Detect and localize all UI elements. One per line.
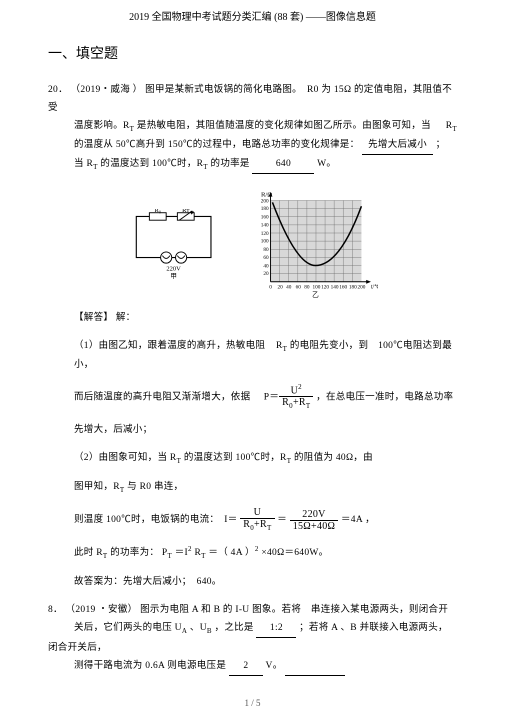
q20-number: 20． bbox=[48, 85, 68, 95]
sol-text: （2）由图象可知，当 R bbox=[74, 453, 177, 463]
q8-number: 8． bbox=[48, 605, 63, 615]
svg-text:60: 60 bbox=[263, 254, 269, 260]
question-8: 8． （2019 ・安徽） 图示为电阻 A 和 B 的 I-U 图象。若将 串连… bbox=[48, 601, 457, 675]
svg-text:0: 0 bbox=[269, 284, 272, 290]
q8-text: 、U bbox=[190, 623, 207, 633]
q20-text: ； bbox=[436, 140, 446, 150]
q20-text: 当 R bbox=[74, 159, 93, 169]
svg-text:200: 200 bbox=[357, 284, 365, 290]
svg-text:180: 180 bbox=[260, 206, 268, 212]
svg-text:乙: 乙 bbox=[312, 291, 319, 299]
sol-text: （1）由图乙知，跟着温度的高升，热敏电阻 bbox=[74, 341, 265, 351]
svg-text:100: 100 bbox=[260, 238, 268, 244]
svg-text:40: 40 bbox=[263, 263, 269, 269]
svg-text:20: 20 bbox=[263, 271, 269, 277]
svg-text:140: 140 bbox=[260, 222, 268, 228]
q8-text: 关后，它们两头的电压 U bbox=[74, 623, 182, 633]
question-20: 20． （2019・威海 ） 图甲是某新式电饭锅的简化电路图。 R0 为 15Ω… bbox=[48, 81, 457, 175]
solution-label: 【解答】 解： bbox=[74, 309, 457, 327]
svg-text:80: 80 bbox=[304, 284, 310, 290]
svg-text:Rᴛ: Rᴛ bbox=[182, 209, 189, 214]
svg-text:60: 60 bbox=[295, 284, 301, 290]
q20-text: 的温度达到 100℃时，R bbox=[100, 159, 203, 169]
svg-text:160: 160 bbox=[339, 284, 347, 290]
page-header: 2019 全国物理中考试题分类汇编 (88 套) ——图像信息题 bbox=[48, 8, 457, 23]
svg-text:R₀: R₀ bbox=[154, 209, 161, 214]
sol-text: 图甲知，R bbox=[74, 482, 120, 492]
q20-text: W。 bbox=[317, 159, 336, 169]
svg-text:200: 200 bbox=[260, 198, 268, 204]
power-formula: P＝U2R0+RT bbox=[264, 384, 314, 411]
q20-text: 的温度从 50℃高升到 150℃的过程中，电路总功率的变化规律是： bbox=[74, 140, 359, 150]
sol-text: R bbox=[276, 341, 283, 351]
circuit-diagram: R₀ Rᴛ 220V 甲 bbox=[128, 209, 223, 279]
q20-text: 的功率是 bbox=[211, 159, 250, 169]
q8-text: V。 bbox=[266, 661, 283, 671]
sol-text: 的阻值为 40Ω，由 bbox=[294, 453, 373, 463]
sol-text: ×40Ω＝640W。 bbox=[261, 548, 328, 558]
svg-text:40: 40 bbox=[286, 284, 292, 290]
q8-text: ，之比是 bbox=[215, 623, 254, 633]
figure-row: R₀ Rᴛ 220V 甲 R/Ω bbox=[48, 189, 457, 299]
sol-text: ，在总电压一准时，电路总功率 bbox=[316, 393, 453, 403]
svg-text:160: 160 bbox=[260, 214, 268, 220]
svg-text:t/℃: t/℃ bbox=[370, 284, 377, 290]
section-title: 一、填空题 bbox=[48, 43, 457, 63]
current-formula: UR0+RT ＝ 220V15Ω+40Ω bbox=[240, 507, 338, 533]
sol-text: 则温度 100℃时，电饭锅的电流： I＝ bbox=[74, 515, 238, 525]
svg-text:80: 80 bbox=[263, 247, 269, 253]
q8-text: 测得干路电流为 0.6A 则电源电压是 bbox=[74, 661, 226, 671]
solution: 【解答】 解： （1）由图乙知，跟着温度的高升，热敏电阻 RT 的电阻先变小，到… bbox=[48, 309, 457, 592]
sol-text: 与 R0 串连， bbox=[127, 482, 183, 492]
svg-text:180: 180 bbox=[348, 284, 356, 290]
sol-text: 的温度达到 100℃时，R bbox=[184, 453, 287, 463]
sol-text: 此时 R bbox=[74, 548, 103, 558]
blank-3: 1:2 bbox=[256, 619, 296, 638]
svg-text:100: 100 bbox=[312, 284, 320, 290]
q8-text: 图示为电阻 A 和 B 的 I-U 图象。若将 串连接入某电源两头，则闭合开 bbox=[140, 605, 448, 615]
svg-text:甲: 甲 bbox=[170, 272, 177, 279]
svg-text:120: 120 bbox=[321, 284, 329, 290]
q20-text: 温度影响。R bbox=[74, 121, 130, 131]
sol-text: 故答案为：先增大后减小； 640。 bbox=[74, 573, 457, 591]
svg-text:220V: 220V bbox=[166, 265, 181, 272]
blank-2: 640 bbox=[252, 155, 314, 174]
svg-text:140: 140 bbox=[330, 284, 338, 290]
sol-text: ＝（ 4A ） bbox=[208, 548, 254, 558]
sol-text: 而后随温度的高升电阻又渐渐增大，依据 bbox=[74, 393, 250, 403]
blank-4: 2 bbox=[229, 657, 263, 676]
sol-text: 的功率为： P bbox=[110, 548, 167, 558]
rt-graph: R/Ω 200180160 140120100 bbox=[253, 189, 378, 299]
q8-source: （2019 ・安徽） bbox=[66, 605, 138, 615]
sol-text: 先增大，后减小； bbox=[74, 421, 457, 439]
q20-source: （2019・威海 ） bbox=[71, 85, 143, 95]
blank-1: 先增大后减小 bbox=[362, 136, 433, 155]
sol-text: ＝I bbox=[175, 548, 188, 558]
svg-text:120: 120 bbox=[260, 230, 268, 236]
svg-text:20: 20 bbox=[277, 284, 283, 290]
q20-text: 是热敏电阻，其阻值随温度的变化规律如图乙所示。由图象可知，当 bbox=[137, 121, 431, 131]
sol-text: ＝4A ， bbox=[341, 515, 375, 525]
page-footer: 1 / 5 bbox=[0, 698, 505, 708]
